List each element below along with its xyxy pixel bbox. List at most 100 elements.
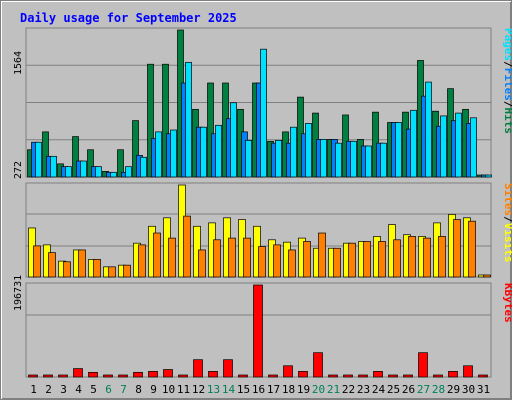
x-tick-label-9: 9 — [150, 383, 157, 396]
x-tick-label-18: 18 — [282, 383, 295, 396]
y-tick-label: 272 — [13, 161, 24, 179]
x-tick-label-1: 1 — [30, 383, 37, 396]
bar-pages-day-4 — [80, 160, 87, 178]
bar-kbytes-day-11 — [178, 374, 188, 378]
bar-pages-day-1 — [35, 141, 42, 178]
bar-pages-day-24 — [380, 142, 387, 178]
x-tick-label-15: 15 — [237, 383, 250, 396]
y-tick-label: 1564 — [13, 51, 24, 75]
x-tick-label-21: 21 — [327, 383, 340, 396]
panel-kbytes: 196731 KBytes — [13, 275, 512, 378]
bar-kbytes-day-9 — [148, 371, 158, 378]
legend-kbytes: KBytes — [502, 283, 512, 323]
bar-pages-day-10 — [170, 129, 177, 178]
chart-title: Daily usage for September 2025 — [20, 11, 237, 25]
bar-kbytes-day-24 — [373, 371, 383, 378]
bar-pages-day-20 — [320, 139, 327, 178]
x-tick-label-4: 4 — [75, 383, 82, 396]
bar-pages-day-26 — [410, 109, 417, 178]
bar-kbytes-day-16 — [253, 284, 263, 378]
bar-pages-day-22 — [350, 140, 357, 178]
bar-kbytes-day-5 — [88, 371, 98, 378]
bar-kbytes-day-2 — [43, 374, 53, 378]
x-tick-label-31: 31 — [477, 383, 490, 396]
bar-sites-day-28 — [438, 236, 446, 278]
bar-sites-day-2 — [48, 252, 56, 278]
bar-sites-day-21 — [333, 247, 341, 278]
bar-pages-day-7 — [125, 166, 132, 178]
bar-sites-day-16 — [258, 246, 266, 278]
bar-sites-day-25 — [393, 239, 401, 278]
bar-kbytes-day-23 — [358, 374, 368, 378]
bar-kbytes-day-1 — [28, 374, 38, 378]
bar-sites-day-18 — [288, 249, 296, 278]
bar-pages-day-11 — [185, 61, 192, 178]
bar-sites-day-10 — [168, 237, 176, 278]
bar-kbytes-day-22 — [343, 374, 353, 378]
x-tick-label-22: 22 — [342, 383, 355, 396]
bar-pages-day-31 — [485, 174, 492, 178]
bar-pages-day-30 — [470, 117, 477, 178]
legend-entry: / — [502, 61, 512, 68]
bar-pages-day-8 — [140, 156, 147, 178]
bar-pages-day-23 — [365, 145, 372, 178]
bar-sites-day-22 — [348, 242, 356, 278]
legend-entry: Visits — [502, 223, 512, 263]
x-tick-label-28: 28 — [432, 383, 445, 396]
bar-sites-day-8 — [138, 244, 146, 278]
bar-sites-day-27 — [423, 237, 431, 278]
chart-panels: 1564Pages/Files/Hits272Sites/Visits19673… — [13, 27, 512, 378]
bar-sites-day-15 — [243, 237, 251, 278]
bar-pages-day-9 — [155, 131, 162, 178]
bar-sites-day-29 — [453, 219, 461, 278]
bar-kbytes-day-15 — [238, 374, 248, 378]
bar-pages-day-17 — [275, 139, 282, 178]
bar-pages-day-13 — [215, 124, 222, 178]
bar-pages-day-16 — [260, 48, 267, 178]
x-tick-label-8: 8 — [135, 383, 142, 396]
bar-pages-day-28 — [440, 115, 447, 178]
bar-pages-day-14 — [230, 102, 237, 178]
x-tick-label-7: 7 — [120, 383, 127, 396]
x-tick-label-12: 12 — [192, 383, 205, 396]
bar-sites-day-7 — [123, 264, 131, 278]
bar-pages-day-29 — [455, 112, 462, 178]
legend-visits-sites: Sites/Visits — [502, 183, 512, 263]
x-tick-label-13: 13 — [207, 383, 220, 396]
bar-sites-day-6 — [108, 266, 116, 278]
bar-sites-day-23 — [363, 241, 371, 278]
x-tick-label-27: 27 — [417, 383, 430, 396]
bar-sites-day-30 — [468, 220, 476, 278]
legend-entry: Sites — [502, 183, 512, 216]
panel-visits-sites: 272 Sites/Visits — [13, 161, 512, 278]
x-tick-label-5: 5 — [90, 383, 97, 396]
bar-pages-day-3 — [65, 166, 72, 178]
bar-sites-day-4 — [78, 249, 86, 278]
legend-entry: Files — [502, 68, 512, 101]
bar-kbytes-day-14 — [223, 359, 233, 378]
bar-hits-day-7 — [117, 149, 124, 178]
y-tick-label: 196731 — [13, 275, 24, 311]
legend-entry: KBytes — [502, 283, 512, 323]
bar-pages-day-25 — [395, 122, 402, 178]
bar-pages-day-21 — [335, 142, 342, 178]
bar-sites-day-11 — [183, 215, 191, 278]
bar-sites-day-9 — [153, 232, 161, 278]
x-tick-label-30: 30 — [462, 383, 475, 396]
bar-kbytes-day-4 — [73, 368, 83, 378]
legend-entry: / — [502, 101, 512, 108]
bar-sites-day-19 — [303, 241, 311, 278]
x-tick-label-29: 29 — [447, 383, 460, 396]
x-tick-label-2: 2 — [45, 383, 52, 396]
x-tick-label-10: 10 — [162, 383, 175, 396]
bar-kbytes-day-13 — [208, 371, 218, 378]
bar-kbytes-day-19 — [298, 371, 308, 378]
x-tick-label-11: 11 — [177, 383, 190, 396]
bar-kbytes-day-7 — [118, 374, 128, 378]
legend-entry: Pages — [502, 28, 512, 61]
bar-kbytes-day-26 — [403, 374, 413, 378]
bar-sites-day-3 — [63, 261, 71, 278]
bar-kbytes-day-27 — [418, 352, 428, 378]
bar-hits-day-8 — [132, 120, 139, 178]
